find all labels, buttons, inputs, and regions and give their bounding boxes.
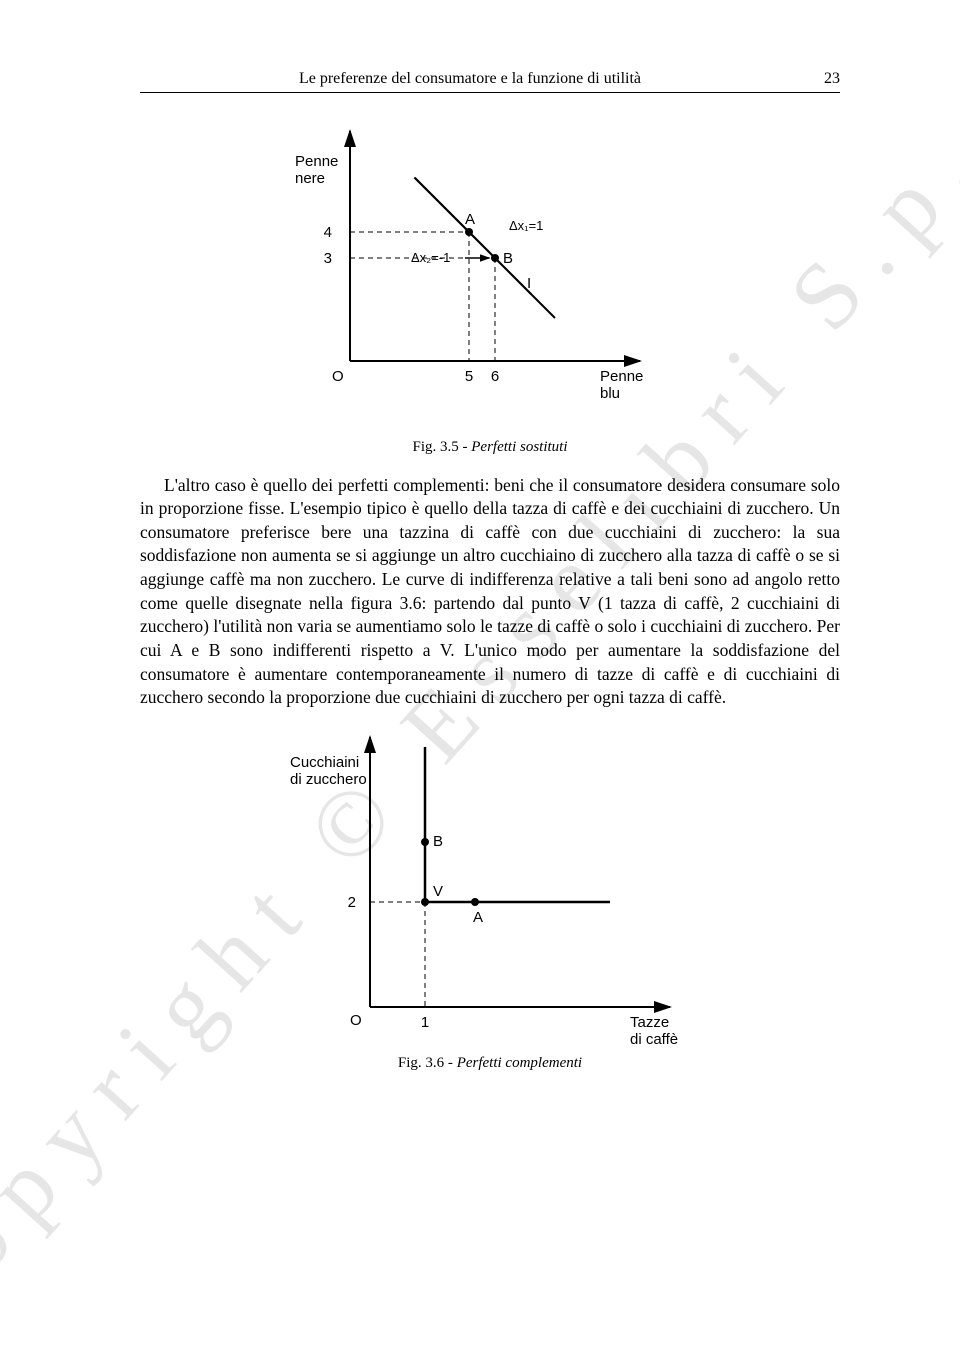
figure-3-5-svg: Pennenere43Δx₂=-1Δx₁=1AB56IOPenneblu <box>280 121 700 431</box>
svg-text:nere: nere <box>295 170 325 187</box>
svg-text:B: B <box>433 833 443 850</box>
figure-3-6-svg: Cucchiainidi zucchero 2 1 V B A O Tazzedi caffè <box>270 727 710 1047</box>
figure-3-5: Pennenere43Δx₂=-1Δx₁=1AB56IOPenneblu Fig… <box>140 121 840 456</box>
figure-3-5-caption: Fig. 3.5 - Perfetti sostituti <box>412 439 567 456</box>
svg-text:di caffè: di caffè <box>630 1031 678 1047</box>
svg-text:blu: blu <box>600 385 620 402</box>
body-text: L'altro caso è quello dei perfetti compl… <box>140 474 840 710</box>
svg-text:5: 5 <box>465 368 473 385</box>
svg-text:O: O <box>332 368 344 385</box>
svg-text:Penne: Penne <box>295 153 338 170</box>
svg-text:V: V <box>433 883 443 900</box>
svg-text:1: 1 <box>421 1014 429 1031</box>
svg-text:O: O <box>350 1012 362 1029</box>
svg-text:Penne: Penne <box>600 368 643 385</box>
svg-text:B: B <box>503 250 513 267</box>
svg-text:A: A <box>473 909 483 926</box>
svg-text:Δx₁=1: Δx₁=1 <box>509 218 543 233</box>
svg-text:di zucchero: di zucchero <box>290 771 367 788</box>
svg-text:Δx₂=-1: Δx₂=-1 <box>411 250 450 265</box>
svg-text:A: A <box>465 211 475 228</box>
figure-3-6: Cucchiainidi zucchero 2 1 V B A O Tazzedi caffè… <box>140 727 840 1072</box>
page-number: 23 <box>800 70 840 88</box>
chapter-title: Le preferenze del consumatore e la funzi… <box>140 70 800 88</box>
svg-text:3: 3 <box>324 250 332 267</box>
figure-3-6-number: Fig. 3.6 - <box>398 1055 457 1071</box>
figure-3-5-number: Fig. 3.5 - <box>412 439 471 455</box>
svg-text:Cucchiaini: Cucchiaini <box>290 754 359 771</box>
running-head: Le preferenze del consumatore e la funzi… <box>140 70 840 93</box>
svg-text:2: 2 <box>348 894 356 911</box>
svg-text:6: 6 <box>491 368 499 385</box>
figure-3-6-caption: Fig. 3.6 - Perfetti complementi <box>398 1055 582 1072</box>
figure-3-6-title: Perfetti complementi <box>457 1055 582 1071</box>
figure-3-5-title: Perfetti sostituti <box>471 439 567 455</box>
svg-text:Tazze: Tazze <box>630 1014 669 1031</box>
body-paragraph: L'altro caso è quello dei perfetti compl… <box>140 474 840 710</box>
svg-text:I: I <box>527 275 531 292</box>
svg-text:4: 4 <box>324 224 332 241</box>
